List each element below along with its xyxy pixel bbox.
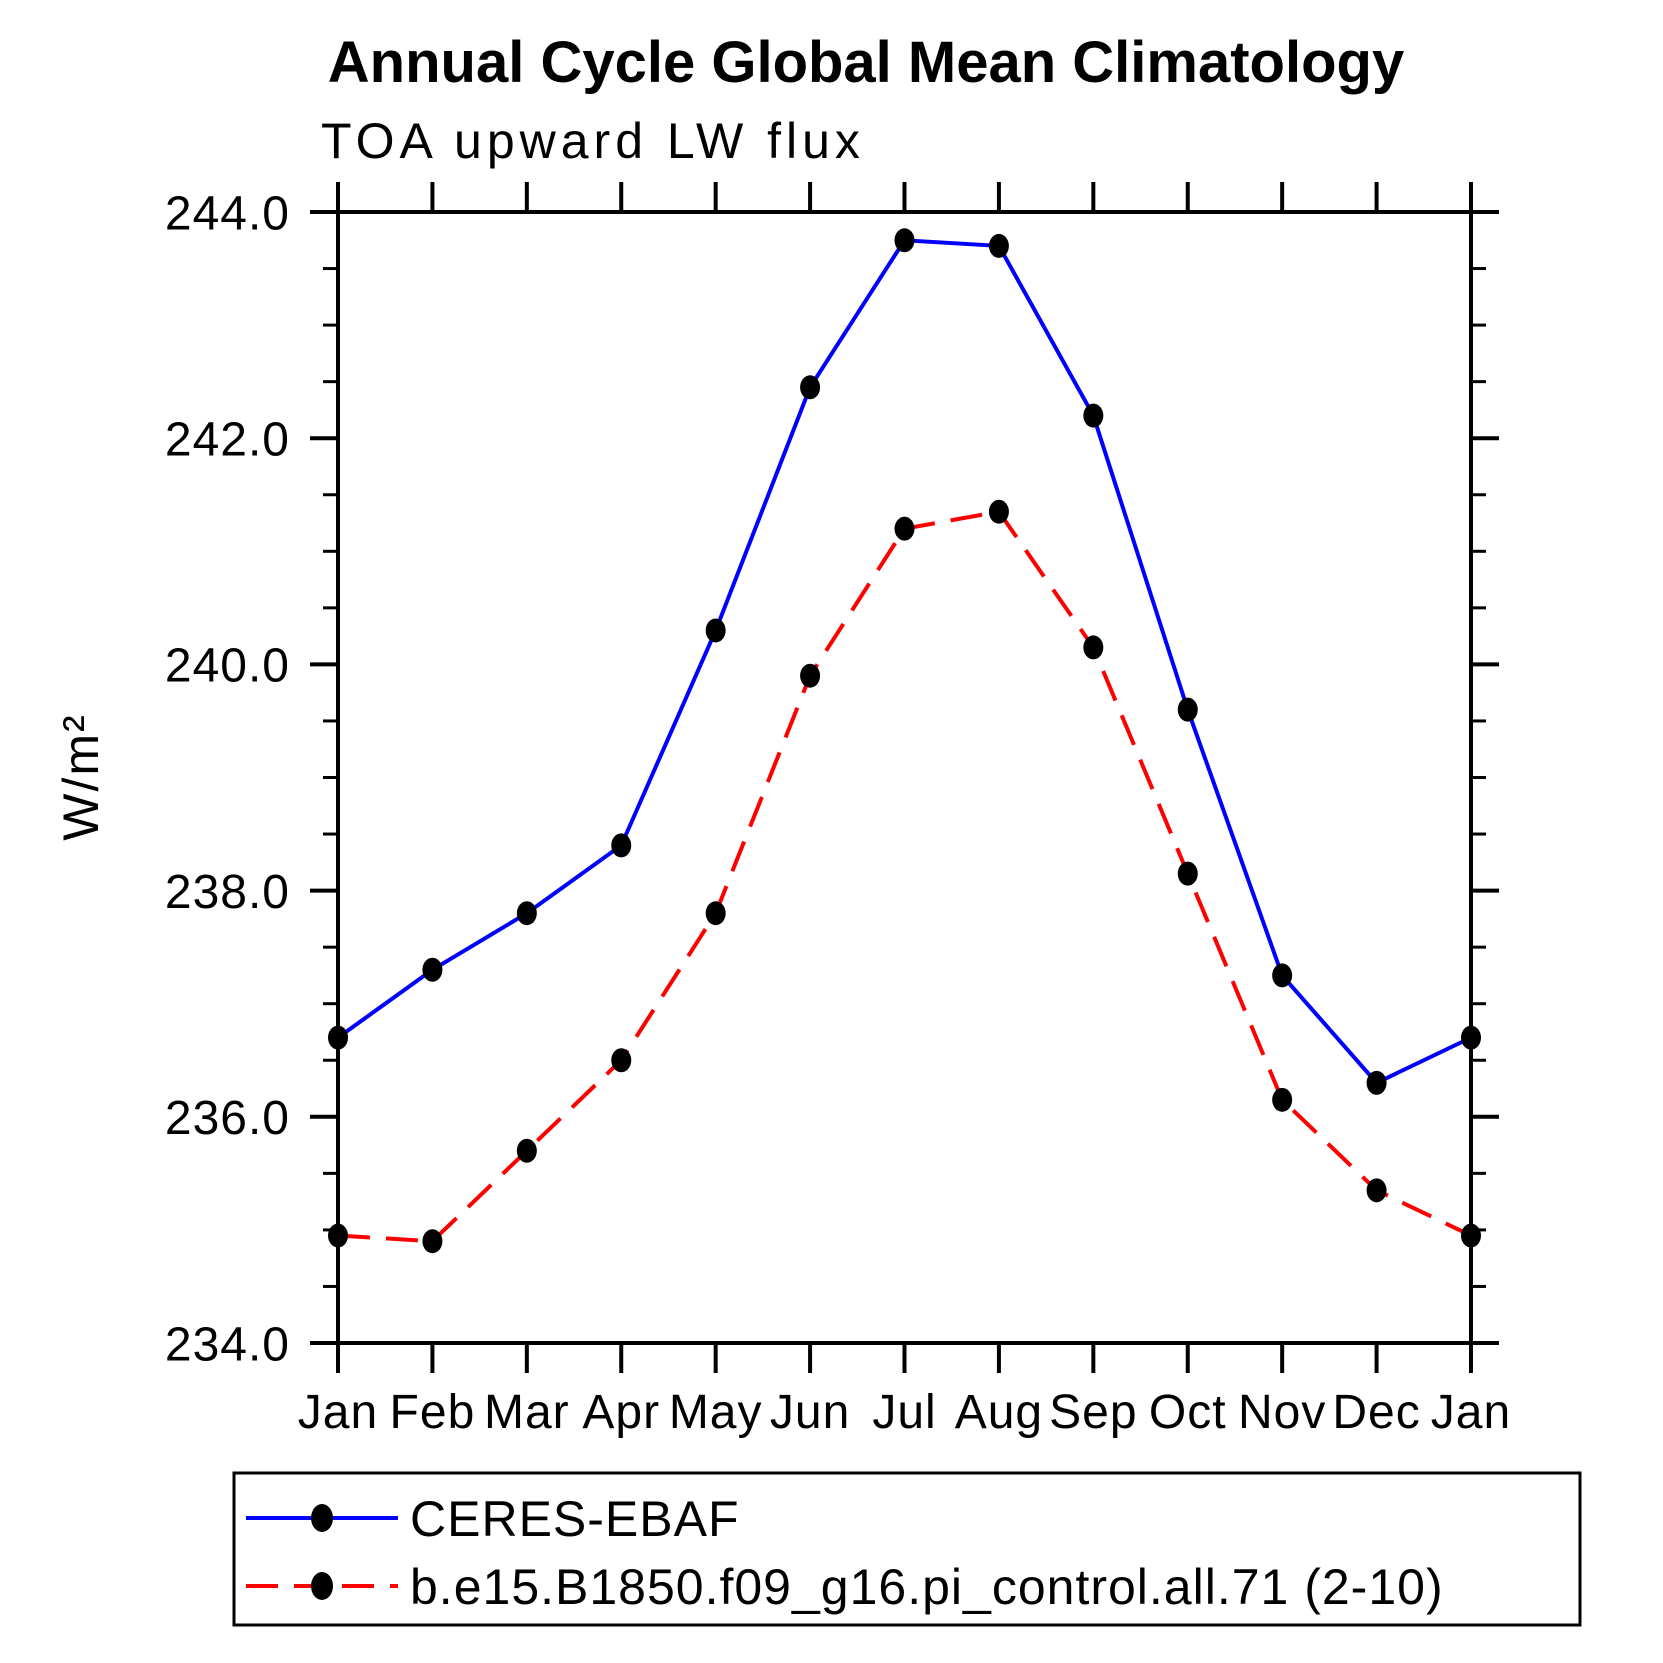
legend-marker-model-run	[311, 1572, 333, 1600]
series-line-1	[337, 509, 1472, 1244]
x-tick-label: Jun	[770, 1386, 850, 1439]
plot-frame	[336, 210, 1473, 1345]
y-axis-label: W/m²	[53, 713, 109, 840]
legend-box	[232, 1471, 1582, 1627]
data-point-marker-s1-dec	[1366, 1178, 1387, 1203]
legend-label-model-run: b.e15.B1850.f09_g16.pi_control.all.71 (2…	[410, 1559, 1444, 1615]
y-tick-label: 236.0	[165, 1092, 290, 1145]
data-point-marker-s0-jun	[800, 375, 821, 400]
data-point-marker-s1-sep	[1083, 635, 1104, 660]
data-point-marker-s0-feb	[422, 957, 443, 982]
data-point-marker-s0-oct	[1177, 697, 1198, 722]
series-line-0	[336, 238, 1472, 1086]
x-tick-label: Dec	[1332, 1386, 1420, 1439]
data-point-marker-s1-jul	[894, 516, 915, 541]
x-tick-label: Jul	[872, 1386, 936, 1439]
data-point-marker-s1-mar	[516, 1138, 537, 1163]
data-point-marker-s1-oct	[1177, 861, 1198, 886]
data-point-marker-s0-nov	[1272, 963, 1293, 988]
x-tick-label: Mar	[484, 1386, 570, 1439]
data-point-marker-s0-sep	[1083, 403, 1104, 428]
data-point-marker-s1-jan	[328, 1223, 348, 1248]
data-point-marker-s0-dec	[1366, 1070, 1387, 1095]
x-tick-label: Oct	[1149, 1386, 1227, 1439]
data-point-marker-s0-mar	[516, 901, 537, 926]
data-point-marker-s1-feb	[422, 1229, 443, 1254]
data-point-marker-s0-apr	[611, 833, 632, 858]
legend-marker-ceres-ebaf	[311, 1504, 333, 1532]
data-point-marker-s1-apr	[611, 1048, 632, 1073]
data-point-marker-s0-jan	[328, 1025, 348, 1050]
data-point-marker-s1-nov	[1272, 1087, 1293, 1112]
data-point-marker-s0-jan	[1461, 1025, 1481, 1050]
x-tick-label: May	[669, 1386, 763, 1439]
y-tick-label: 234.0	[165, 1318, 290, 1371]
data-point-marker-s1-may	[705, 901, 726, 926]
x-tick-label: Nov	[1238, 1386, 1326, 1439]
y-tick-label: 238.0	[165, 866, 290, 919]
y-tick-label: 242.0	[165, 413, 290, 466]
y-tick-label: 240.0	[165, 640, 290, 693]
data-point-marker-s1-jan	[1461, 1223, 1481, 1248]
data-point-marker-s0-jul	[894, 228, 915, 253]
y-tick-label: 244.0	[165, 187, 290, 240]
data-point-marker-s1-jun	[800, 663, 821, 688]
legend: CERES-EBAF b.e15.B1850.f09_g16.pi_contro…	[232, 1471, 1582, 1627]
x-tick-label: Sep	[1049, 1386, 1137, 1439]
chart-title: Annual Cycle Global Mean Climatology	[328, 30, 1404, 95]
x-tick-label: Aug	[955, 1386, 1043, 1439]
chart-subtitle: TOA upward LW flux	[321, 113, 865, 169]
x-tick-label: Jan	[1431, 1386, 1511, 1439]
x-tick-label: Apr	[582, 1386, 660, 1439]
legend-label-ceres-ebaf: CERES-EBAF	[410, 1491, 740, 1547]
data-point-marker-s0-may	[705, 618, 726, 643]
data-point-marker-s1-aug	[988, 499, 1009, 524]
x-tick-label: Feb	[390, 1386, 476, 1439]
data-point-marker-s0-aug	[988, 233, 1009, 258]
series-group	[328, 228, 1481, 1254]
x-tick-label: Jan	[298, 1386, 378, 1439]
